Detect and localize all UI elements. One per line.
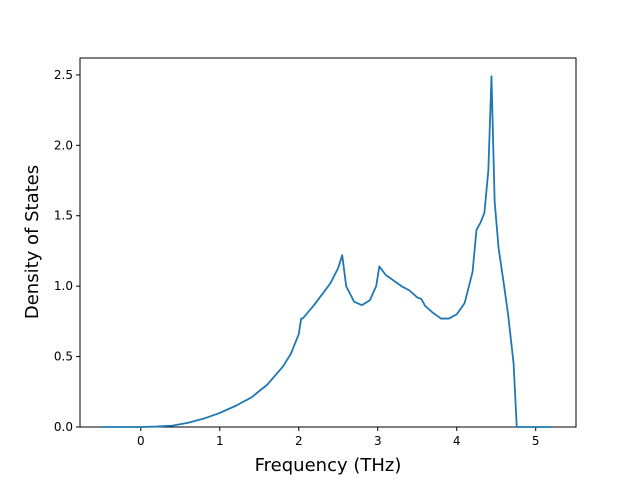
x-axis-label: Frequency (THz) [255, 455, 402, 476]
plot-frame [79, 57, 577, 428]
y-tick-label: 0.0 [54, 420, 73, 434]
y-tick-label: 0.5 [54, 350, 73, 364]
x-tick-label: 2 [295, 434, 303, 448]
x-tick-label: 1 [216, 434, 224, 448]
y-axis-label: Density of States [22, 165, 43, 319]
y-tick-label: 1.0 [54, 279, 73, 293]
x-tick-label: 4 [453, 434, 461, 448]
x-tick-label: 3 [374, 434, 382, 448]
y-tick-label: 2.5 [54, 68, 73, 82]
x-tick-label: 0 [137, 434, 145, 448]
y-tick-label: 2.0 [54, 138, 73, 152]
y-tick-label: 1.5 [54, 209, 73, 223]
data-line [101, 75, 552, 428]
x-tick-label: 5 [532, 434, 540, 448]
